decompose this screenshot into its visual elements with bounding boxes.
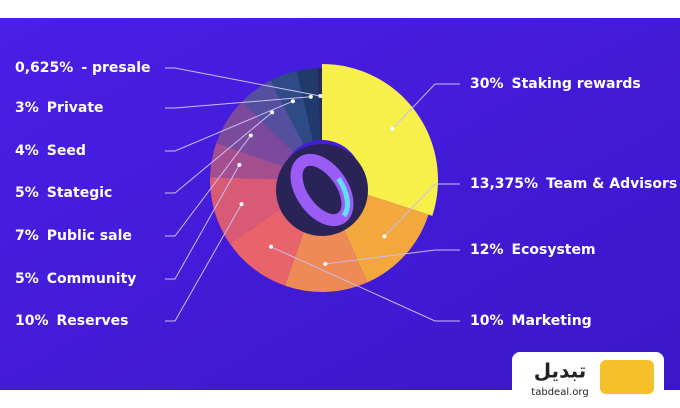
leader-line [383,183,460,237]
watermark-name: تبدیل [534,359,587,383]
segment-label: 10% Reserves [15,313,128,329]
segment-label: 4% Seed [15,143,86,159]
leader-dot [237,162,242,167]
category-label: Seed [47,143,86,159]
leader-line [165,164,240,280]
segment-label: 0,625% - presale [15,60,151,76]
leader-dot [323,261,328,266]
value-label: 13,375% [470,176,538,192]
leader-line [392,83,460,130]
wedge [210,142,285,180]
wedge [210,177,290,244]
segment-label: 13,375% Team & Advisors [470,176,677,192]
category-label: Team & Advisors [546,176,677,192]
leader-dot [318,94,323,99]
leader-dot [382,234,387,239]
wedge [216,101,294,167]
leader-dot [290,99,295,104]
segment-label: 3% Private [15,100,104,116]
category-label: Marketing [512,313,592,329]
segment-label: 5% Stategic [15,185,112,201]
leader-line [165,96,311,109]
leader-line [325,249,460,265]
value-label: 5% [15,185,39,201]
leader-line [165,112,273,194]
leader-dot [248,133,253,138]
leader-dot [390,126,395,131]
leader-dot [270,110,275,115]
segment-label: 30% Staking rewards [470,76,641,92]
wedge [242,80,304,152]
value-label: 3% [15,100,39,116]
wedge [284,216,368,292]
leader-line [165,100,294,152]
value-label: 5% [15,271,39,287]
category-label: Staking rewards [512,76,641,92]
leader-line [165,203,242,322]
wedge [317,68,322,141]
value-label: 10% [470,313,504,329]
category-label: Public sale [47,228,132,244]
category-label: Stategic [47,185,113,201]
center-logo [276,144,368,236]
leader-line [270,246,460,322]
value-label: 30% [470,76,504,92]
value-label: 10% [15,313,49,329]
wedge [229,202,309,286]
value-label: 12% [470,242,504,258]
segment-label: 12% Ecosystem [470,242,596,258]
watermark-url: tabdeal.org [531,387,588,398]
leader-dot [239,202,244,207]
category-label: - presale [81,60,150,76]
segment-label: 7% Public sale [15,228,132,244]
wedge [322,64,439,216]
category-label: Private [47,100,104,116]
value-label: 7% [15,228,39,244]
leader-line [165,67,321,97]
leader-dot [269,244,274,249]
segment-label: 5% Community [15,271,136,287]
value-label: 4% [15,143,39,159]
wedge [270,70,313,145]
leader-dot [308,94,313,99]
category-label: Ecosystem [512,242,596,258]
value-label: 0,625% [15,60,73,76]
category-label: Community [47,271,137,287]
watermark-icon [600,360,654,394]
wedge [296,68,321,142]
leader-line [165,135,252,237]
category-label: Reserves [57,313,129,329]
segment-label: 10% Marketing [470,313,592,329]
